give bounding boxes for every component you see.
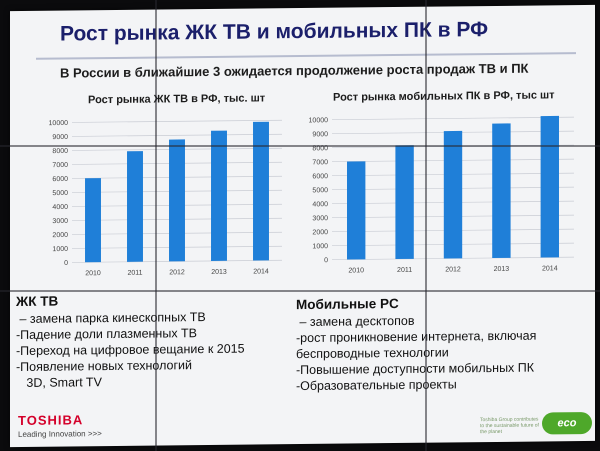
gridline	[72, 133, 282, 137]
tv-market-chart: 0 1000 2000 3000 4000 5000 6000 7000 8000 9000 100…	[49, 119, 282, 277]
y-tick-label: 0	[64, 260, 68, 267]
bar-2011	[127, 151, 143, 262]
toshiba-logo: TOSHIBA Leading Innovation >>>	[18, 412, 102, 439]
y-tick-label: 3000	[312, 215, 328, 222]
wall-bezel-vertical	[425, 0, 427, 451]
list-item: -Образовательные проекты	[296, 377, 457, 394]
y-tick-label: 10000	[309, 117, 329, 124]
y-tick-label: 6000	[52, 176, 68, 183]
x-tick-label: 2012	[445, 266, 461, 273]
y-tick-label: 6000	[312, 173, 328, 180]
brand-name: TOSHIBA	[18, 412, 84, 428]
x-tick-label: 2010	[85, 270, 101, 277]
x-tick-label: 2014	[253, 268, 269, 275]
list-item: -Повышение доступности мобильных ПК	[296, 360, 535, 378]
x-tick-label: 2013	[494, 266, 510, 273]
title-divider	[36, 52, 576, 60]
y-tick-label: 5000	[52, 190, 68, 197]
brand-tagline: Leading Innovation >>>	[18, 429, 102, 439]
slide-subtitle: В России в ближайшие 3 ожидается продолж…	[60, 60, 529, 81]
bar-2012	[169, 139, 185, 262]
y-tick-label: 4000	[312, 201, 328, 208]
y-tick-label: 7000	[52, 162, 68, 169]
y-tick-label: 7000	[312, 159, 328, 166]
x-tick-label: 2014	[542, 265, 558, 272]
pc-market-chart: 0 1000 2000 3000 4000 5000 6000 7000 8000 9000 100…	[309, 115, 574, 275]
y-tick-label: 1000	[312, 243, 328, 250]
list-item: -Переход на цифровое вещание к 2015	[16, 341, 245, 359]
tv-list-heading: ЖК ТВ	[16, 293, 59, 310]
bar-2013	[211, 130, 227, 261]
wall-bezel-vertical	[155, 0, 157, 451]
wall-bezel-horizontal	[0, 145, 600, 147]
slide-title: Рост рынка ЖК ТВ и мобильных ПК в РФ	[60, 18, 488, 46]
y-tick-label: 2000	[52, 232, 68, 239]
x-tick-label: 2011	[127, 270, 142, 277]
x-tick-label: 2010	[348, 267, 364, 274]
eco-style-logo: eco	[542, 411, 592, 435]
wall-bezel-horizontal	[0, 290, 600, 292]
pc-list-heading: Мобильные PC	[296, 295, 399, 313]
bar-2012	[443, 130, 463, 259]
y-tick-label: 1000	[52, 246, 68, 253]
tv-drivers-list: ЖК ТВ – замена парка кинескопных ТВ -Пад…	[16, 292, 245, 391]
bar-2010	[347, 161, 366, 260]
bar-2011	[395, 145, 414, 260]
y-tick-label: 8000	[312, 145, 328, 152]
bar-2014	[253, 121, 269, 261]
y-tick-label: 9000	[312, 131, 328, 138]
y-tick-label: 3000	[52, 218, 68, 225]
y-tick-label: 10000	[49, 120, 69, 127]
tv-chart-title: Рост рынка ЖК ТВ в РФ, тыс. шт	[88, 92, 266, 107]
presentation-slide: Рост рынка ЖК ТВ и мобильных ПК в РФ В Р…	[10, 4, 595, 448]
y-tick-label: 5000	[312, 187, 328, 194]
y-tick-label: 9000	[52, 134, 68, 141]
eco-note: Toshiba Group contributes to the sustain…	[480, 416, 539, 436]
gridline	[72, 119, 282, 123]
x-tick-label: 2013	[211, 269, 227, 276]
gridline	[332, 116, 574, 121]
pc-drivers-list: Мобильные PC – замена десктопов -рост пр…	[296, 295, 536, 395]
x-tick-label: 2011	[397, 267, 412, 274]
pc-chart-title: Рост рынка мобильных ПК в РФ, тыс шт	[333, 89, 555, 104]
bar-2014	[540, 115, 559, 258]
y-tick-label: 4000	[52, 204, 68, 211]
bar-2013	[492, 123, 511, 259]
x-tick-label: 2012	[169, 269, 185, 276]
y-tick-label: 2000	[312, 229, 328, 236]
list-item: 3D, Smart TV	[16, 375, 102, 391]
y-tick-label: 0	[324, 257, 328, 264]
list-item: -рост проникновение интернета, включая	[296, 328, 537, 346]
gridline	[332, 256, 574, 261]
bar-2010	[85, 178, 101, 263]
y-tick-label: 8000	[52, 148, 68, 155]
